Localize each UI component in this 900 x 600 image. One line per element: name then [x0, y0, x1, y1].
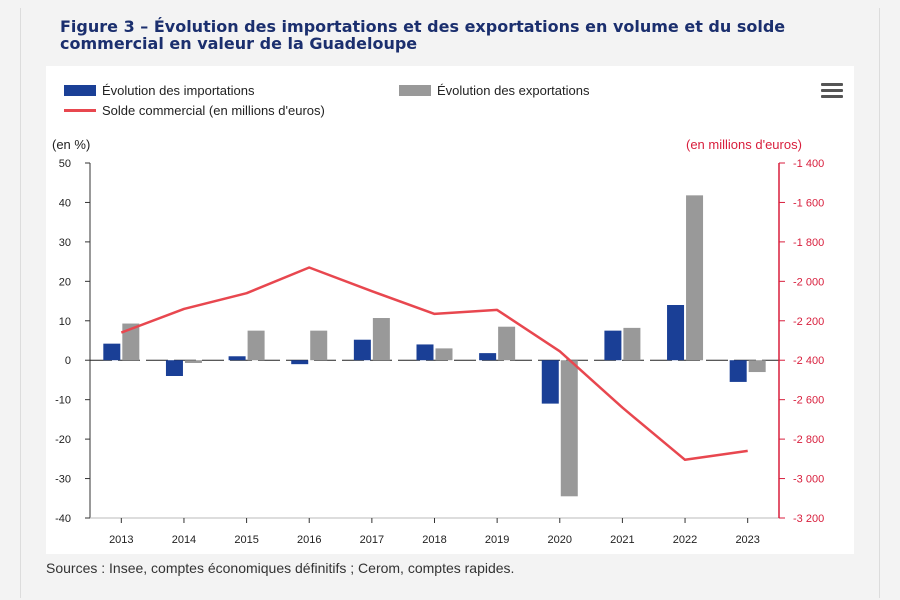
right-axis-tick-label: -2 800	[793, 434, 824, 446]
x-axis-tick-label: 2016	[297, 534, 321, 546]
bar-exports	[247, 330, 265, 361]
bar-imports	[667, 305, 685, 361]
x-axis-tick-label: 2023	[735, 534, 759, 546]
right-axis-tick-label: -1 800	[793, 237, 824, 249]
source-note: Sources : Insee, comptes économiques déf…	[46, 560, 515, 576]
bar-exports	[184, 360, 202, 363]
x-axis-tick-label: 2020	[548, 534, 572, 546]
bar-exports	[560, 360, 578, 497]
right-axis-unit: (en millions d'euros)	[686, 137, 802, 152]
legend-label-imports: Évolution des importations	[102, 83, 255, 98]
x-axis-tick-label: 2018	[422, 534, 446, 546]
legend-item-balance[interactable]: Solde commercial (en millions d'euros)	[64, 103, 325, 118]
x-axis-tick-label: 2014	[172, 534, 196, 546]
bar-exports	[686, 195, 704, 361]
right-axis-tick-label: -2 400	[793, 355, 824, 367]
bar-imports	[353, 339, 371, 361]
left-axis-tick-label: -40	[55, 513, 71, 525]
left-axis-tick-label: 10	[59, 316, 71, 328]
bar-imports	[729, 360, 747, 382]
bar-exports	[310, 330, 328, 361]
right-axis-tick-label: -1 600	[793, 197, 824, 209]
bar-exports	[748, 360, 766, 373]
bar-imports	[291, 360, 309, 365]
right-axis-tick-label: -1 400	[793, 158, 824, 170]
x-axis-tick-label: 2021	[610, 534, 634, 546]
hamburger-menu-icon[interactable]	[821, 83, 843, 99]
figure-title: Figure 3 – Évolution des importations et…	[60, 17, 786, 53]
legend-item-imports[interactable]: Évolution des importations	[64, 83, 254, 98]
left-axis-tick-label: -10	[55, 395, 71, 407]
bar-exports	[372, 318, 390, 361]
bar-imports	[604, 330, 622, 361]
legend-swatch-imports	[64, 85, 96, 96]
legend-swatch-balance	[64, 109, 96, 112]
bar-exports	[122, 323, 140, 361]
left-axis-tick-label: 40	[59, 197, 71, 209]
right-axis-tick-label: -2 600	[793, 395, 824, 407]
legend-item-exports[interactable]: Évolution des exportations	[399, 83, 589, 98]
bar-imports	[165, 360, 183, 376]
bar-exports	[623, 327, 641, 361]
legend-swatch-exports	[399, 85, 431, 96]
bar-imports	[479, 353, 497, 361]
bar-imports	[416, 344, 434, 361]
right-axis-tick-label: -3 200	[793, 513, 824, 525]
bar-exports	[498, 326, 516, 361]
x-axis-tick-label: 2022	[673, 534, 697, 546]
legend-label-exports: Évolution des exportations	[437, 83, 590, 98]
left-axis-tick-label: 0	[65, 355, 71, 367]
left-axis-tick-label: 30	[59, 237, 71, 249]
left-axis-tick-label: -30	[55, 474, 71, 486]
left-axis-tick-label: -20	[55, 434, 71, 446]
x-axis-tick-label: 2017	[360, 534, 384, 546]
bar-imports	[228, 356, 246, 361]
right-axis-tick-label: -2 000	[793, 276, 824, 288]
right-axis-tick-label: -2 200	[793, 316, 824, 328]
legend-label-balance: Solde commercial (en millions d'euros)	[102, 103, 325, 118]
bar-exports	[435, 348, 453, 361]
right-axis-tick-label: -3 000	[793, 474, 824, 486]
left-axis-unit: (en %)	[52, 137, 91, 152]
bar-imports	[541, 360, 559, 404]
left-axis-tick-label: 50	[59, 158, 71, 170]
balance-line	[120, 266, 748, 462]
x-axis-tick-label: 2019	[485, 534, 509, 546]
left-axis-tick-label: 20	[59, 276, 71, 288]
bar-imports	[103, 343, 121, 361]
x-axis-tick-label: 2015	[234, 534, 258, 546]
x-axis-tick-label: 2013	[109, 534, 133, 546]
